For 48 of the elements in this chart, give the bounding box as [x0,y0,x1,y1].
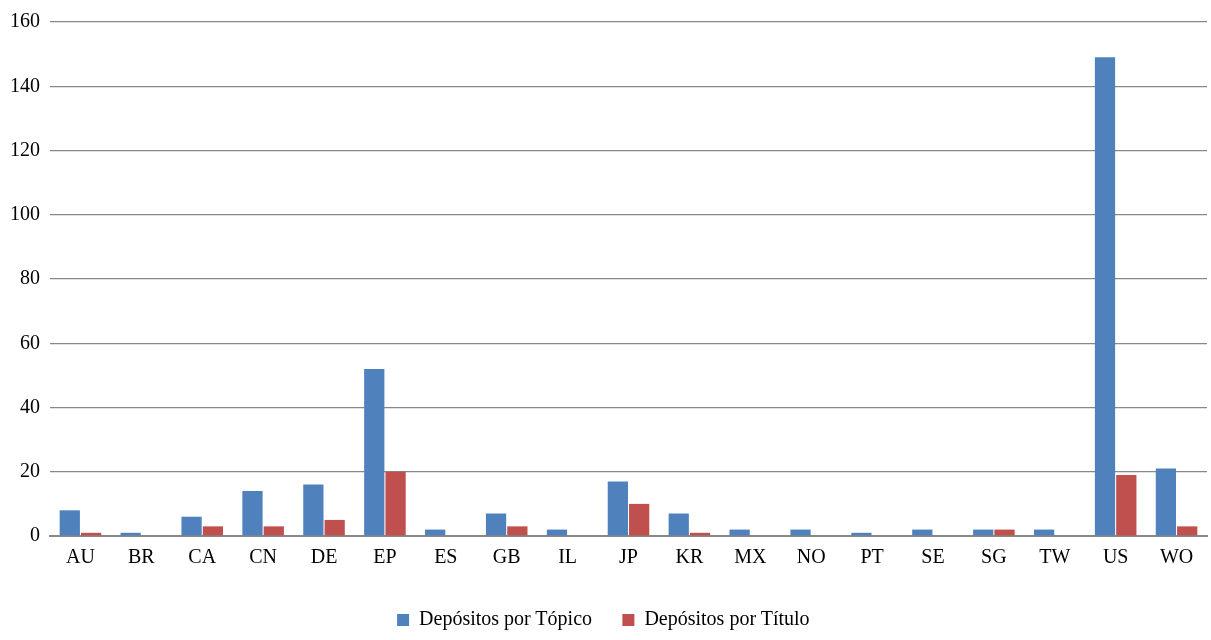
bar [303,484,324,536]
y-tick-label: 20 [20,459,40,481]
bar [242,491,263,536]
x-tick-label: CN [249,545,278,568]
bar [668,513,689,536]
legend-label: Depósitos por Tópico [419,607,593,631]
bar [181,516,202,536]
y-tick-label: 120 [10,137,40,160]
bar [202,526,224,536]
y-tick-label: 60 [20,330,40,353]
bar [324,519,345,536]
bar [1155,468,1177,536]
y-tick-label: 140 [10,73,40,96]
bar [263,526,284,536]
x-tick-label: KR [675,545,704,568]
x-tick-label: GB [492,545,521,568]
y-tick-label: 160 [10,9,40,32]
legend-label: Depósitos por Título [644,607,810,631]
x-tick-label: EP [373,545,397,568]
x-tick-label: CA [188,545,217,568]
bar [485,513,507,536]
x-tick-label: BR [128,545,156,568]
y-tick-label: 100 [10,202,40,224]
bar [629,503,650,536]
x-tick-label: DE [310,545,338,568]
bar [507,526,528,536]
bar [364,368,385,536]
y-tick-label: 80 [20,266,40,289]
x-tick-label: SE [921,545,945,568]
x-tick-label: ES [434,545,458,568]
bar [1177,526,1198,536]
x-tick-label: PT [860,545,884,568]
x-tick-label: WO [1159,545,1194,568]
bar [607,481,628,536]
bar [1116,474,1137,536]
y-tick-label: 40 [20,394,40,417]
x-tick-label: TW [1039,545,1071,568]
x-tick-label: MX [734,545,767,568]
y-tick-label: 0 [30,523,40,546]
bar [59,510,80,536]
x-tick-label: NO [796,545,826,568]
bar [1094,57,1116,536]
x-tick-label: SG [981,545,1007,568]
bar [385,471,406,536]
x-tick-label: JP [619,545,638,568]
x-tick-label: IL [558,545,578,568]
x-tick-label: AU [66,545,96,568]
x-tick-label: US [1102,545,1129,568]
